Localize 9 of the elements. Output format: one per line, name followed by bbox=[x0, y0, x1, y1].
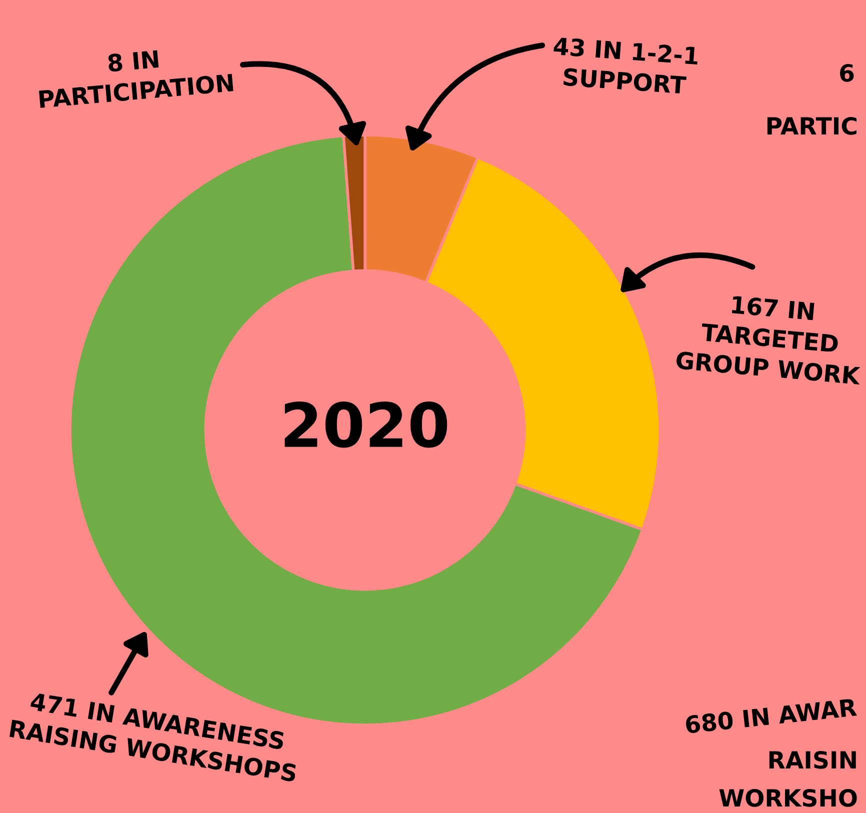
text: WORKSHO bbox=[719, 788, 857, 807]
text: 2020 bbox=[284, 402, 448, 448]
slice-label: 43 IN 1-2-1 SUPPORT bbox=[553, 37, 698, 94]
text: PARTIC bbox=[767, 116, 856, 135]
slice-label: 167 IN TARGETED GROUP WORK bbox=[676, 296, 862, 385]
text: 6 bbox=[840, 64, 854, 82]
text: 680 IN AWAR bbox=[685, 698, 858, 734]
text: RAISIN bbox=[769, 750, 856, 769]
slice-label: 8 IN PARTICIPATION bbox=[38, 50, 234, 108]
